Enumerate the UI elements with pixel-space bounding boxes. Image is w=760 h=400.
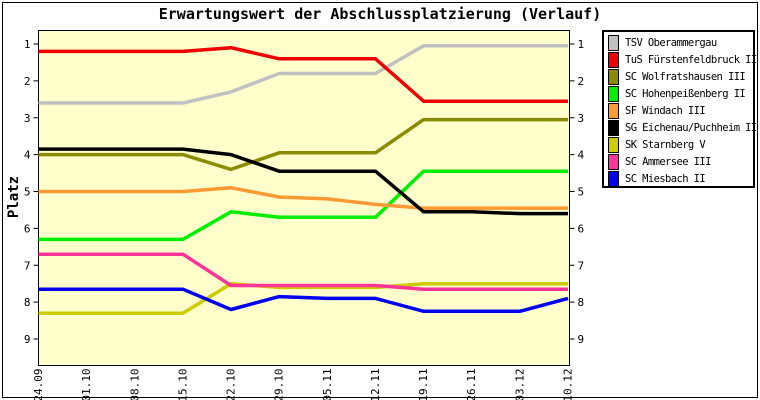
y-tick-label-right: 8: [578, 296, 585, 309]
y-tick-label-right: 6: [578, 222, 585, 235]
legend-item: SC Hohenpeißenberg II: [604, 85, 753, 102]
y-tick-label-right: 9: [578, 333, 585, 346]
y-tick-label-right: 1: [578, 38, 585, 51]
legend-item: SK Starnberg V: [604, 137, 753, 154]
series-line-8: [38, 287, 569, 314]
legend-label: SF Windach III: [625, 104, 706, 117]
legend-swatch: [608, 85, 619, 102]
legend-swatch: [608, 51, 619, 68]
x-tick-label: 03.12: [513, 369, 526, 400]
y-tick-label-left: 8: [24, 296, 31, 309]
legend-swatch: [608, 102, 619, 119]
y-tick-label-left: 3: [24, 112, 31, 125]
y-tick-label-left: 6: [24, 222, 31, 235]
legend-swatch: [608, 68, 619, 85]
legend-label: SK Starnberg V: [625, 139, 706, 152]
x-tick-label: 10.12: [562, 369, 575, 400]
legend-label: SC Hohenpeißenberg II: [625, 87, 746, 100]
legend-item: SC Wolfratshausen III: [604, 68, 753, 85]
y-tick-label-left: 9: [24, 333, 31, 346]
legend-label: SC Miesbach II: [625, 173, 706, 186]
legend-swatch: [608, 154, 619, 171]
legend-label: SG Eichenau/Puchheim II: [625, 122, 757, 135]
y-tick-label-left: 4: [24, 149, 31, 162]
legend-item: SF Windach III: [604, 102, 753, 119]
x-tick-label: 15.10: [176, 369, 189, 400]
series-line-5: [38, 147, 568, 216]
series-line-3: [38, 169, 568, 242]
legend-swatch: [608, 171, 619, 188]
legend-swatch: [608, 34, 619, 51]
x-tick-label: 26.11: [465, 369, 478, 400]
legend-label: SC Ammersee III: [625, 156, 711, 169]
series-line-2: [38, 117, 568, 172]
y-tick-label-left: 1: [24, 38, 31, 51]
legend-item: SC Miesbach II: [604, 171, 753, 188]
legend-label: TuS Fürstenfeldbruck II: [625, 53, 757, 66]
series-line-0: [38, 44, 568, 105]
y-tick-label-left: 5: [24, 186, 31, 199]
x-tick-label: 22.10: [225, 369, 238, 400]
legend-item: TuS Fürstenfeldbruck II: [604, 51, 757, 68]
legend-item: SG Eichenau/Puchheim II: [604, 119, 757, 137]
legend-label: TSV Oberammergau: [625, 36, 717, 49]
legend-swatch: [608, 120, 619, 137]
chart-title: Erwartungswert der Abschlussplatzierung …: [158, 5, 602, 23]
y-tick-label-right: 7: [578, 259, 585, 272]
x-tick-label: 19.11: [417, 369, 430, 400]
x-tick-label: 05.11: [321, 369, 334, 400]
x-tick-label: 08.10: [128, 369, 141, 400]
series-line-6: [38, 281, 568, 315]
legend-item: SC Ammersee III: [604, 154, 753, 171]
legend-label: SC Wolfratshausen III: [625, 70, 746, 83]
x-tick-label: 29.10: [273, 369, 286, 400]
y-tick-label-right: 2: [578, 75, 585, 88]
y-tick-label-left: 2: [24, 75, 31, 88]
x-tick-label: 24.09: [32, 369, 45, 400]
x-tick-label: 01.10: [80, 369, 93, 400]
legend: TSV Oberammergau TuS Fürstenfeldbruck II S…: [602, 30, 757, 188]
legend-item: TSV Oberammergau: [604, 34, 753, 51]
series-line-4: [38, 186, 568, 210]
legend-swatch: [608, 137, 619, 154]
y-tick-label-right: 5: [578, 186, 585, 199]
series-line-1: [38, 45, 568, 103]
series-line-7: [38, 252, 568, 291]
y-tick-label-left: 7: [24, 259, 31, 272]
y-tick-label-right: 3: [578, 112, 585, 125]
x-tick-label: 12.11: [369, 369, 382, 400]
y-tick-label-right: 4: [578, 149, 585, 162]
